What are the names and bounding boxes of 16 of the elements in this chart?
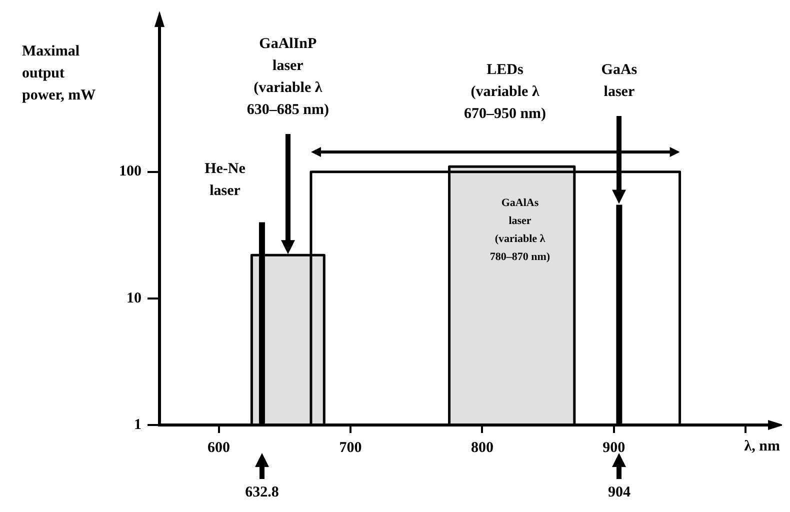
y-axis-title: Maximal output power, mW [22,43,96,104]
x-tick-label: 700 [339,440,362,456]
x-axis-title: λ, nm [744,438,780,454]
x-tick-label: 800 [470,440,494,456]
annotation: GaAlAs laser (variable λ 780–870 nm) [490,197,550,263]
x-tick-label: 900 [602,440,626,456]
y-tick-label: 1 [134,416,142,433]
text: 904 [608,484,631,500]
annotation: He-Ne laser [204,161,246,199]
annotation: LEDs (variable λ 670–950 nm) [464,62,546,122]
y-tick-label: 10 [126,290,142,306]
text: 632.8 [245,484,279,500]
y-tick-label: 100 [119,164,142,180]
annotation: GaAlInP laser (variable λ 630–685 nm) [246,36,329,118]
annotation: GaAs laser [601,62,638,100]
x-tick-label: 600 [208,440,230,456]
